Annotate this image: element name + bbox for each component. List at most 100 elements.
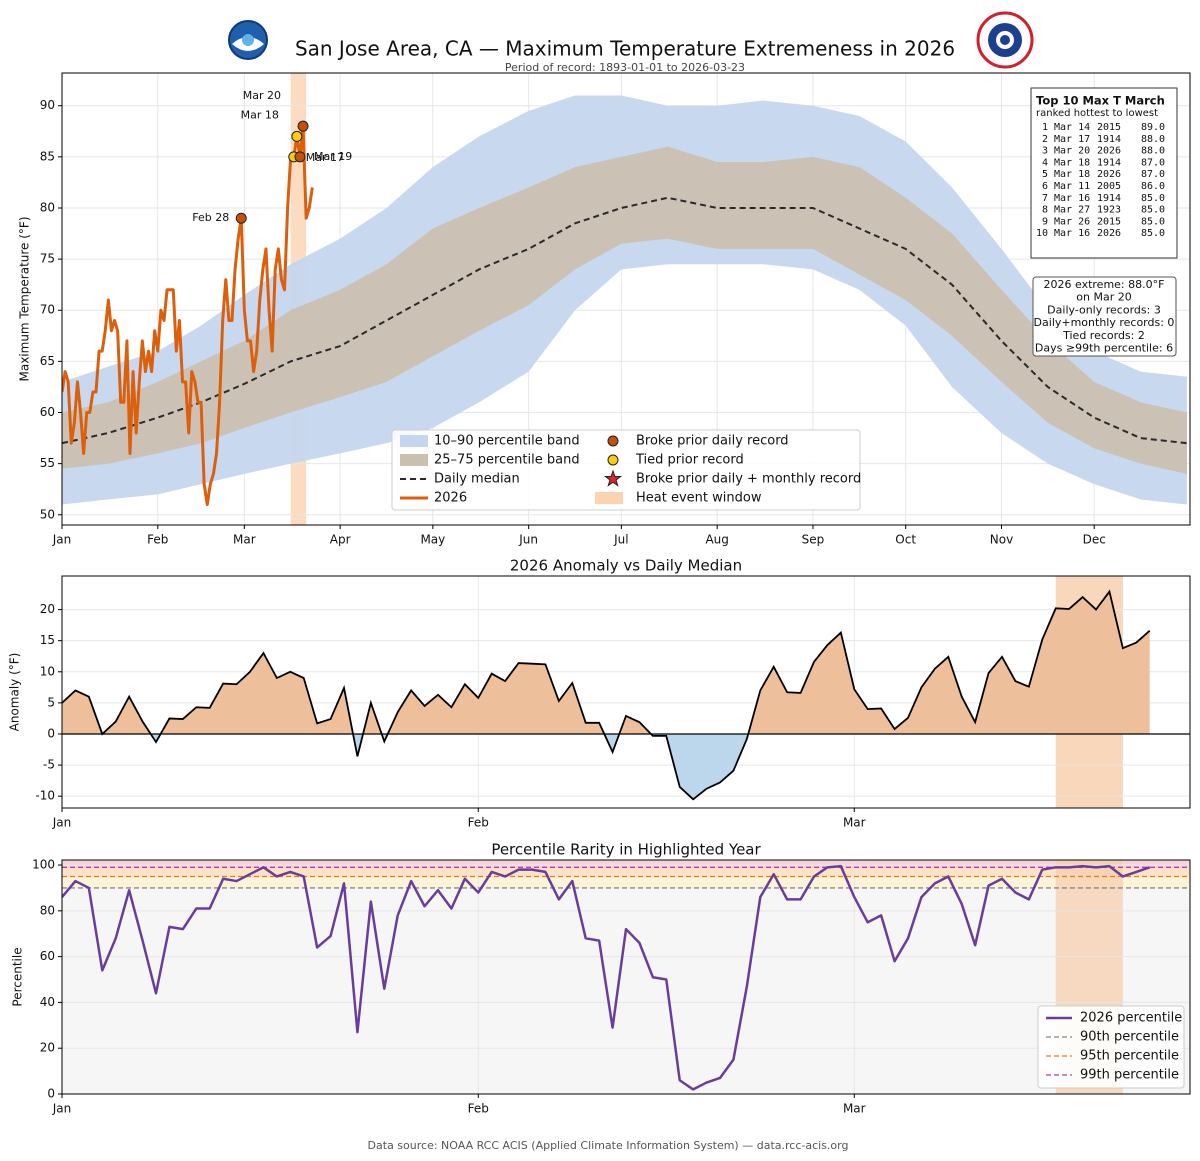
noaa-logo bbox=[228, 20, 268, 60]
table-cell: Mar 16 bbox=[1054, 228, 1090, 239]
panel-title: Percentile Rarity in Highlighted Year bbox=[491, 841, 761, 859]
y-tick-label: 20 bbox=[40, 602, 55, 616]
subtitle: Period of record: 1893-01-01 to 2026-03-… bbox=[505, 61, 745, 74]
table-cell: 88.0 bbox=[1141, 134, 1165, 145]
legend-label: Broke prior daily record bbox=[636, 434, 789, 449]
table-cell: Mar 27 bbox=[1054, 205, 1090, 216]
legend-label: 25–75 percentile band bbox=[434, 453, 580, 468]
axes-frame bbox=[61, 859, 1191, 1095]
table-cell: 2 bbox=[1042, 134, 1048, 145]
summary-line: Daily-only records: 3 bbox=[1047, 303, 1161, 316]
summary-box: 2026 extreme: 88.0°Fon Mar 20Daily-only … bbox=[1032, 276, 1177, 357]
table-cell: 1 bbox=[1042, 122, 1048, 133]
x-tick-label: Nov bbox=[990, 533, 1013, 547]
x-tick-label: Mar bbox=[843, 1102, 866, 1116]
y-tick-label: 60 bbox=[40, 405, 55, 419]
legend-swatch bbox=[400, 454, 428, 466]
x-tick-label: Mar bbox=[233, 533, 256, 547]
x-tick-label: Oct bbox=[895, 533, 916, 547]
table-cell: 88.0 bbox=[1141, 146, 1165, 157]
legend-marker bbox=[603, 469, 623, 487]
legend-swatch bbox=[400, 435, 428, 447]
x-tick-label: Feb bbox=[468, 1102, 489, 1116]
y-tick-label: 40 bbox=[40, 995, 55, 1009]
anomaly-line bbox=[62, 589, 1151, 801]
table-cell: 7 bbox=[1042, 193, 1048, 204]
y-tick-label: 65 bbox=[40, 354, 55, 368]
y-tick-label: -10 bbox=[35, 789, 55, 803]
y-tick-label: 85 bbox=[40, 149, 55, 163]
x-tick-label: Jun bbox=[518, 533, 538, 547]
y-tick-label: 0 bbox=[47, 1087, 55, 1101]
y-tick-label: 15 bbox=[40, 633, 55, 647]
record-marker bbox=[297, 120, 309, 132]
legend-swatch bbox=[595, 492, 623, 504]
plot-area bbox=[62, 576, 1190, 808]
table-cell: 85.0 bbox=[1141, 228, 1165, 239]
legend-box bbox=[391, 429, 861, 511]
y-tick-label: 90 bbox=[40, 98, 55, 112]
table-cell: 2015 bbox=[1097, 216, 1121, 227]
table-cell: 9 bbox=[1042, 216, 1048, 227]
x-tick-label: Dec bbox=[1083, 533, 1106, 547]
summary-frame bbox=[1032, 276, 1177, 357]
legend-label: Daily median bbox=[434, 472, 520, 487]
record-label: Feb 28 bbox=[192, 211, 229, 224]
table-cell: 4 bbox=[1042, 157, 1048, 168]
summary-line: Daily+monthly records: 0 bbox=[1034, 316, 1175, 329]
legend-label: Heat event window bbox=[636, 491, 762, 506]
y-axis-label: Percentile bbox=[11, 947, 25, 1006]
y-tick-label: -5 bbox=[43, 758, 55, 772]
plot-area bbox=[62, 860, 1190, 1094]
plot-background bbox=[62, 860, 1190, 1094]
legend-label: 10–90 percentile band bbox=[434, 434, 580, 449]
x-tick-label: Sep bbox=[802, 533, 825, 547]
x-tick-label: Jul bbox=[613, 533, 628, 547]
summary-line: Days ≥99th percentile: 6 bbox=[1035, 342, 1173, 355]
y-axis-label: Anomaly (°F) bbox=[8, 653, 22, 732]
table-cell: 5 bbox=[1042, 169, 1048, 180]
legend-label: Tied prior record bbox=[635, 453, 744, 468]
table-cell: 89.0 bbox=[1141, 122, 1165, 133]
record-marker bbox=[291, 130, 303, 142]
table-cell: Mar 18 bbox=[1054, 169, 1090, 180]
table-cell: 86.0 bbox=[1141, 181, 1165, 192]
y-axis-label: Maximum Temperature (°F) bbox=[18, 216, 32, 381]
table-cell: 2026 bbox=[1097, 228, 1121, 239]
legend-label: 2026 percentile bbox=[1080, 1011, 1182, 1026]
legend-label: Broke prior daily + monthly record bbox=[636, 472, 861, 487]
y-tick-label: 20 bbox=[40, 1041, 55, 1055]
panel-title: 2026 Anomaly vs Daily Median bbox=[510, 557, 742, 575]
table-cell: 85.0 bbox=[1141, 193, 1165, 204]
table-cell: Mar 18 bbox=[1054, 157, 1090, 168]
nws-logo bbox=[976, 11, 1034, 69]
axes-frame bbox=[61, 72, 1191, 526]
legend-label: 90th percentile bbox=[1080, 1030, 1179, 1045]
table-cell: 2026 bbox=[1097, 146, 1121, 157]
table-cell: Mar 17 bbox=[1054, 134, 1090, 145]
x-tick-label: Jan bbox=[52, 816, 72, 830]
table-cell: 1914 bbox=[1097, 193, 1121, 204]
y-tick-label: 100 bbox=[32, 858, 55, 872]
table-cell: 2015 bbox=[1097, 122, 1121, 133]
table-cell: 10 bbox=[1036, 228, 1048, 239]
summary-line: 2026 extreme: 88.0°F bbox=[1044, 278, 1165, 291]
threshold-zone bbox=[62, 860, 1190, 868]
y-tick-label: 75 bbox=[40, 252, 55, 266]
percentile-band bbox=[62, 146, 1187, 474]
table-cell: 1923 bbox=[1097, 205, 1121, 216]
record-label: Mar 20 bbox=[243, 89, 281, 102]
legend-label: 2026 bbox=[434, 491, 467, 506]
table-cell: Mar 11 bbox=[1054, 181, 1090, 192]
table-subtitle: ranked hottest to lowest bbox=[1036, 108, 1158, 119]
table-title: Top 10 Max T March bbox=[1036, 94, 1165, 108]
legend-marker bbox=[607, 454, 619, 466]
legend-marker bbox=[607, 435, 619, 447]
legend: 2026 percentile 90th percentile 95th perce… bbox=[1037, 1005, 1185, 1089]
threshold-zone bbox=[62, 876, 1190, 888]
table-box bbox=[1030, 87, 1178, 259]
median-line bbox=[62, 196, 1188, 445]
